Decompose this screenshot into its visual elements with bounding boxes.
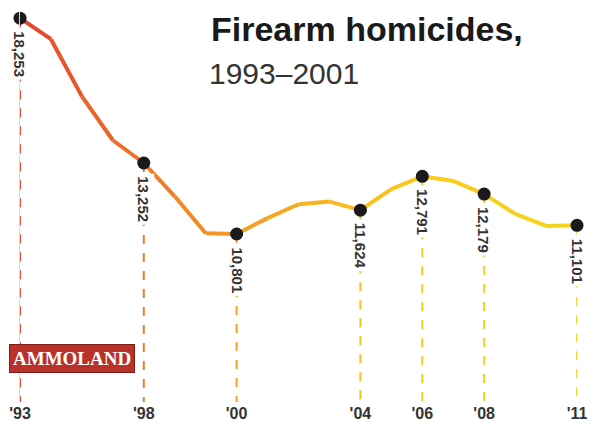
svg-text:'98: '98	[133, 405, 155, 422]
svg-text:10,801: 10,801	[229, 247, 246, 293]
svg-text:18,253: 18,253	[11, 31, 28, 77]
svg-text:11,624: 11,624	[352, 223, 369, 269]
svg-text:AMMOLAND: AMMOLAND	[13, 348, 131, 369]
svg-text:'00: '00	[226, 405, 248, 422]
svg-text:12,791: 12,791	[414, 189, 431, 235]
svg-text:'08: '08	[473, 405, 495, 422]
svg-text:Firearm homicides,: Firearm homicides,	[211, 10, 523, 48]
svg-text:'93: '93	[9, 405, 31, 422]
svg-text:'04: '04	[350, 405, 372, 422]
svg-text:11,101: 11,101	[569, 239, 586, 284]
svg-text:1993–2001: 1993–2001	[209, 57, 359, 90]
svg-text:'11: '11	[567, 405, 588, 422]
svg-text:12,179: 12,179	[475, 207, 492, 253]
svg-text:13,252: 13,252	[135, 176, 152, 222]
svg-text:'06: '06	[411, 405, 433, 422]
